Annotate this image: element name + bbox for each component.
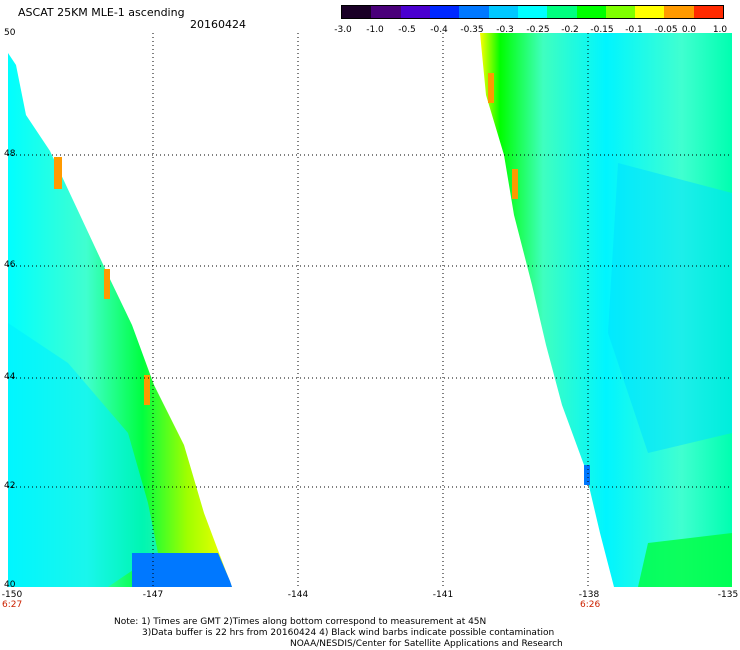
left-swath-blue [132, 553, 232, 587]
colorbar-swatch [517, 6, 548, 18]
colorbar-label: 1.0 [712, 25, 728, 35]
lat-label-50: 50 [4, 28, 16, 38]
colorbar-label: -0.4 [430, 25, 448, 35]
colorbar-swatch [693, 6, 724, 18]
note-line-3: NOAA/NESDIS/Center for Satellite Applica… [290, 639, 563, 649]
lat-label-48: 48 [4, 149, 16, 159]
colorbar-swatch [576, 6, 606, 18]
left-swath [8, 53, 232, 587]
right-swath-field [480, 33, 732, 587]
colorbar-label: -0.2 [561, 25, 579, 35]
colorbar-label: -0.35 [460, 25, 484, 35]
lat-label-40: 40 [4, 580, 16, 590]
lon-label: -144 [287, 590, 309, 600]
colorbar-swatch [429, 6, 460, 18]
lat-label-46: 46 [4, 260, 16, 270]
colorbar-swatch [547, 6, 577, 18]
colorbar-swatch [459, 6, 489, 18]
colorbar-swatch [342, 6, 372, 18]
lat-label-44: 44 [4, 372, 16, 382]
colorbar-labels: -3.0 -1.0 -0.5 -0.4 -0.35 -0.3 -0.25 -0.… [330, 25, 734, 37]
colorbar-label: 0.0 [681, 25, 697, 35]
colorbar-swatch [400, 6, 430, 18]
right-swath-blue [584, 465, 590, 485]
colorbar-swatch [371, 6, 401, 18]
right-swath-orange [512, 169, 518, 199]
left-swath-low [8, 323, 158, 587]
colorbar-swatch [605, 6, 636, 18]
colorbar-swatch [488, 6, 518, 18]
lon-label: -135 [717, 590, 739, 600]
colorbar-swatch [664, 6, 694, 18]
right-swath-orange [488, 73, 494, 103]
colorbar-swatch [635, 6, 665, 18]
lon-label: -138 [578, 590, 600, 600]
right-swath-green [638, 533, 732, 587]
lat-label-42: 42 [4, 481, 16, 491]
right-swath-low [608, 163, 732, 453]
lon-label: -141 [432, 590, 454, 600]
colorbar-label: -3.0 [334, 25, 352, 35]
left-swath-orange [54, 157, 62, 189]
map-title: ASCAT 25KM MLE-1 ascending [18, 6, 185, 19]
time-label: 6:26 [580, 600, 601, 610]
colorbar-label: -1.0 [366, 25, 384, 35]
colorbar-label: -0.1 [625, 25, 643, 35]
colorbar [341, 5, 724, 19]
map-plot [8, 33, 732, 587]
note-line-2: 3)Data buffer is 22 hrs from 20160424 4)… [142, 628, 555, 638]
lon-label: -147 [142, 590, 164, 600]
map-date: 20160424 [190, 18, 246, 31]
colorbar-label: -0.25 [526, 25, 550, 35]
gridlines [8, 33, 732, 587]
left-swath-orange [104, 269, 110, 299]
time-label: 6:27 [2, 600, 23, 610]
colorbar-label: -0.15 [590, 25, 614, 35]
colorbar-label: -0.3 [496, 25, 514, 35]
note-line-1: Note: 1) Times are GMT 2)Times along bot… [114, 617, 487, 627]
colorbar-label: -0.5 [398, 25, 416, 35]
right-swath [480, 33, 732, 587]
left-swath-orange [144, 375, 150, 405]
lon-label: -150 [1, 590, 23, 600]
map-plot-area [8, 33, 732, 587]
colorbar-label: -0.05 [654, 25, 678, 35]
